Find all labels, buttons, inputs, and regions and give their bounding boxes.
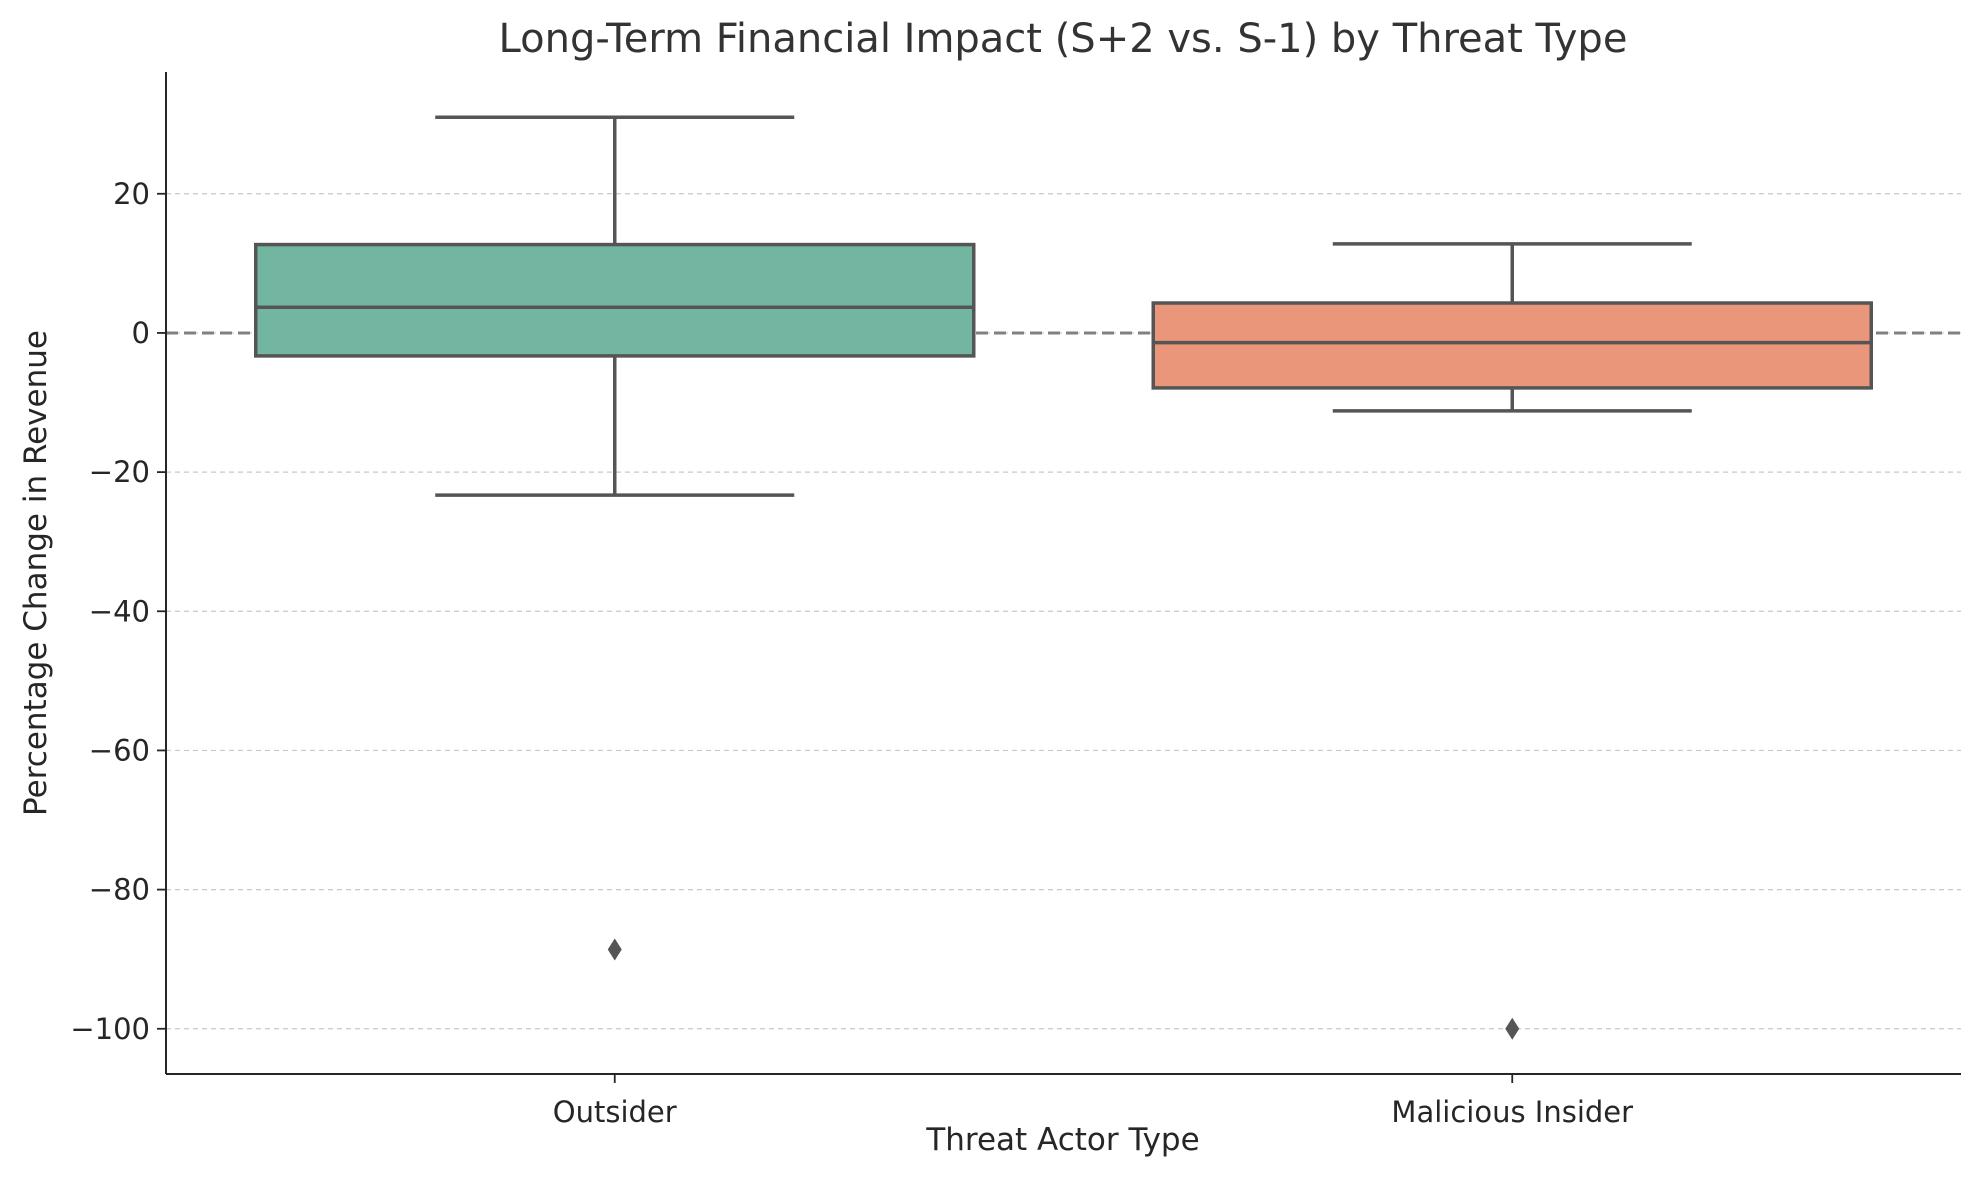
box-iqr bbox=[1151, 301, 1873, 390]
y-tick-label: −20 bbox=[89, 455, 150, 489]
chart-title: Long-Term Financial Impact (S+2 vs. S-1)… bbox=[499, 16, 1628, 62]
y-tick-label: 0 bbox=[132, 316, 150, 350]
y-tick-label: −100 bbox=[70, 1012, 150, 1046]
outlier-marker bbox=[1505, 1017, 1520, 1040]
y-axis-label: Percentage Change in Revenue bbox=[18, 330, 54, 816]
y-ticks: 20 0 −20 −40 −60 −80 −100 bbox=[70, 177, 166, 1046]
x-tick-label: Outsider bbox=[553, 1095, 677, 1129]
box-plots bbox=[254, 115, 1873, 1040]
box-iqr bbox=[254, 242, 976, 358]
y-tick-label: −80 bbox=[89, 873, 150, 907]
x-axis-label: Threat Actor Type bbox=[925, 1122, 1199, 1158]
x-ticks: Outsider Malicious Insider bbox=[553, 1074, 1633, 1129]
x-tick-label: Malicious Insider bbox=[1391, 1095, 1633, 1129]
y-tick-label: −40 bbox=[89, 594, 150, 628]
y-tick-label: −60 bbox=[89, 733, 150, 767]
axes bbox=[165, 72, 1961, 1075]
outlier-marker bbox=[607, 938, 622, 961]
y-tick-label: 20 bbox=[113, 177, 150, 211]
box-group bbox=[254, 115, 976, 961]
box-group bbox=[1151, 242, 1873, 1040]
